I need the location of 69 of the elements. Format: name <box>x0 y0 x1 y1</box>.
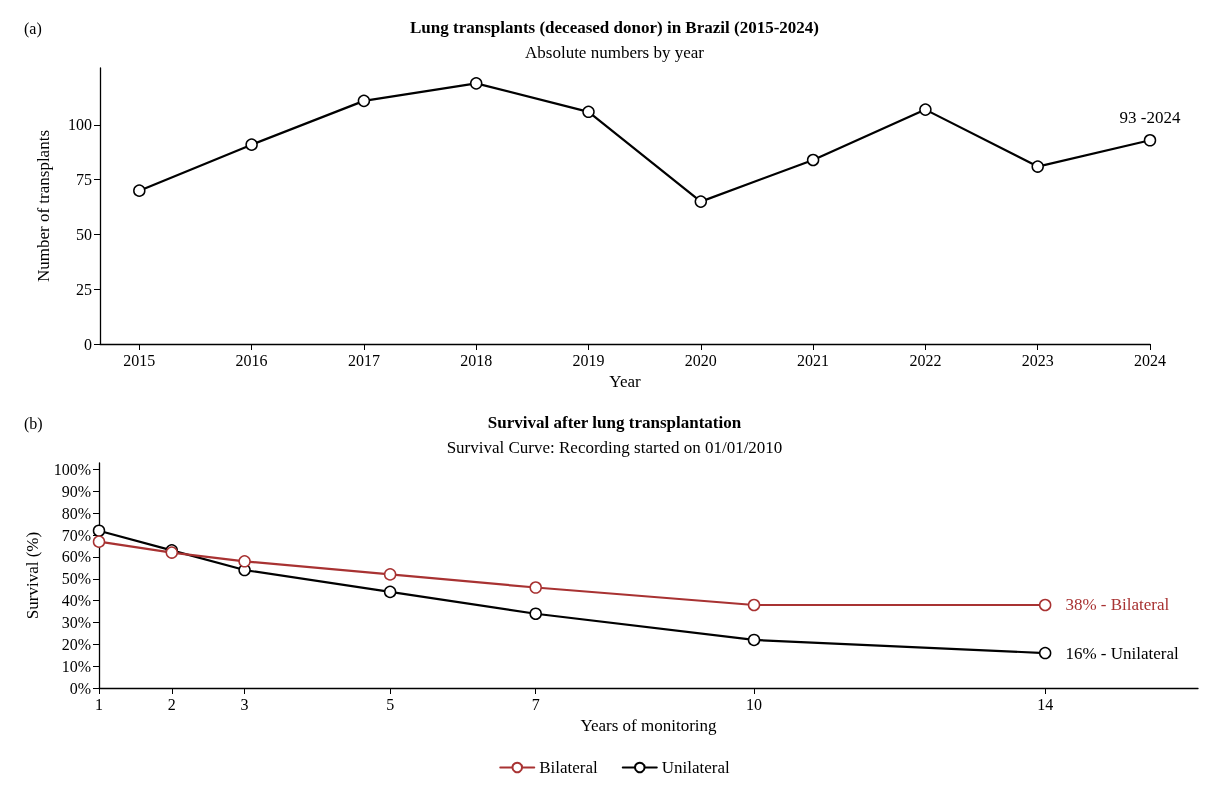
x-tick-label: 10 <box>746 695 763 713</box>
y-tick-label: 80% <box>61 504 91 522</box>
text: (b) <box>24 414 43 433</box>
point <box>1031 160 1044 173</box>
chart-subtitle: Survival Curve: Recording started on 01/01/2010 <box>446 438 783 457</box>
x-tick-label: 2017 <box>347 351 380 369</box>
legend-label: Unilateral <box>661 758 731 777</box>
y-tick-label: 0 <box>84 335 92 353</box>
point <box>383 585 397 599</box>
y-tick-label: 25 <box>76 280 92 298</box>
y-tick-label: 40% <box>61 592 91 610</box>
y-tick-label: 20% <box>61 635 91 653</box>
x-tick-label: 5 <box>386 695 395 713</box>
chart-title: Lung transplants (deceased donor) in Brazil (2015-2024) <box>410 18 819 37</box>
x-tick-label: 2023 <box>1021 351 1054 369</box>
x-tick-label: 2022 <box>909 351 942 369</box>
point <box>92 535 106 548</box>
x-tick-label: 2 <box>167 695 176 713</box>
point <box>238 555 251 568</box>
y-tick-label: 10% <box>61 657 91 675</box>
x-tick-label: 7 <box>531 695 540 713</box>
point <box>919 103 932 116</box>
y-tick-label: 100 <box>68 116 92 134</box>
point <box>92 524 106 537</box>
x-tick-label: 2019 <box>572 351 605 369</box>
point <box>694 195 708 208</box>
data-label: 38% - Bilateral <box>1065 595 1170 615</box>
y-tick-label: 50 <box>76 225 92 243</box>
x-axis-title: Years of monitoring <box>580 715 718 735</box>
point <box>529 607 542 620</box>
y-tick-label: 30% <box>61 613 91 631</box>
y-tick-label: 100% <box>53 461 91 479</box>
y-tick-label: 75 <box>76 171 92 189</box>
legend-label: Bilateral <box>539 758 599 777</box>
x-tick-label: 3 <box>240 695 249 713</box>
y-tick-label: 50% <box>61 570 91 588</box>
y-axis-title: Survival (%) <box>23 531 42 620</box>
point <box>1038 598 1052 612</box>
chart-subtitle: Absolute numbers by year <box>525 43 705 62</box>
data-label: 16% - Unilateral <box>1065 643 1179 663</box>
y-tick-label: 0% <box>69 679 91 697</box>
point <box>245 138 258 151</box>
point <box>1143 134 1157 147</box>
chart-title: Survival after lung transplantation <box>487 413 742 432</box>
point <box>1038 646 1052 660</box>
point <box>357 94 371 108</box>
x-tick-label: 1 <box>95 695 103 713</box>
point <box>383 568 397 581</box>
point <box>747 598 761 612</box>
x-tick-label: 14 <box>1037 695 1054 713</box>
text: (a) <box>24 19 42 38</box>
data-label: 93 -2024 <box>1119 108 1181 128</box>
point <box>529 581 542 594</box>
y-tick-label: 90% <box>61 482 91 500</box>
y-tick-label: 70% <box>61 526 91 544</box>
x-tick-label: 2016 <box>235 351 268 369</box>
y-tick-label: 60% <box>61 548 91 566</box>
x-axis-title: Year <box>609 371 641 391</box>
point <box>582 105 595 119</box>
x-tick-label: 2018 <box>460 351 493 369</box>
point <box>469 77 483 90</box>
x-tick-label: 2024 <box>1134 351 1166 369</box>
x-tick-label: 2015 <box>123 351 156 369</box>
y-axis-title: Number of transplants <box>34 129 53 283</box>
x-tick-label: 2021 <box>797 351 830 369</box>
point <box>747 633 761 647</box>
point <box>806 153 820 167</box>
x-tick-label: 2020 <box>684 351 717 369</box>
point <box>133 184 146 197</box>
